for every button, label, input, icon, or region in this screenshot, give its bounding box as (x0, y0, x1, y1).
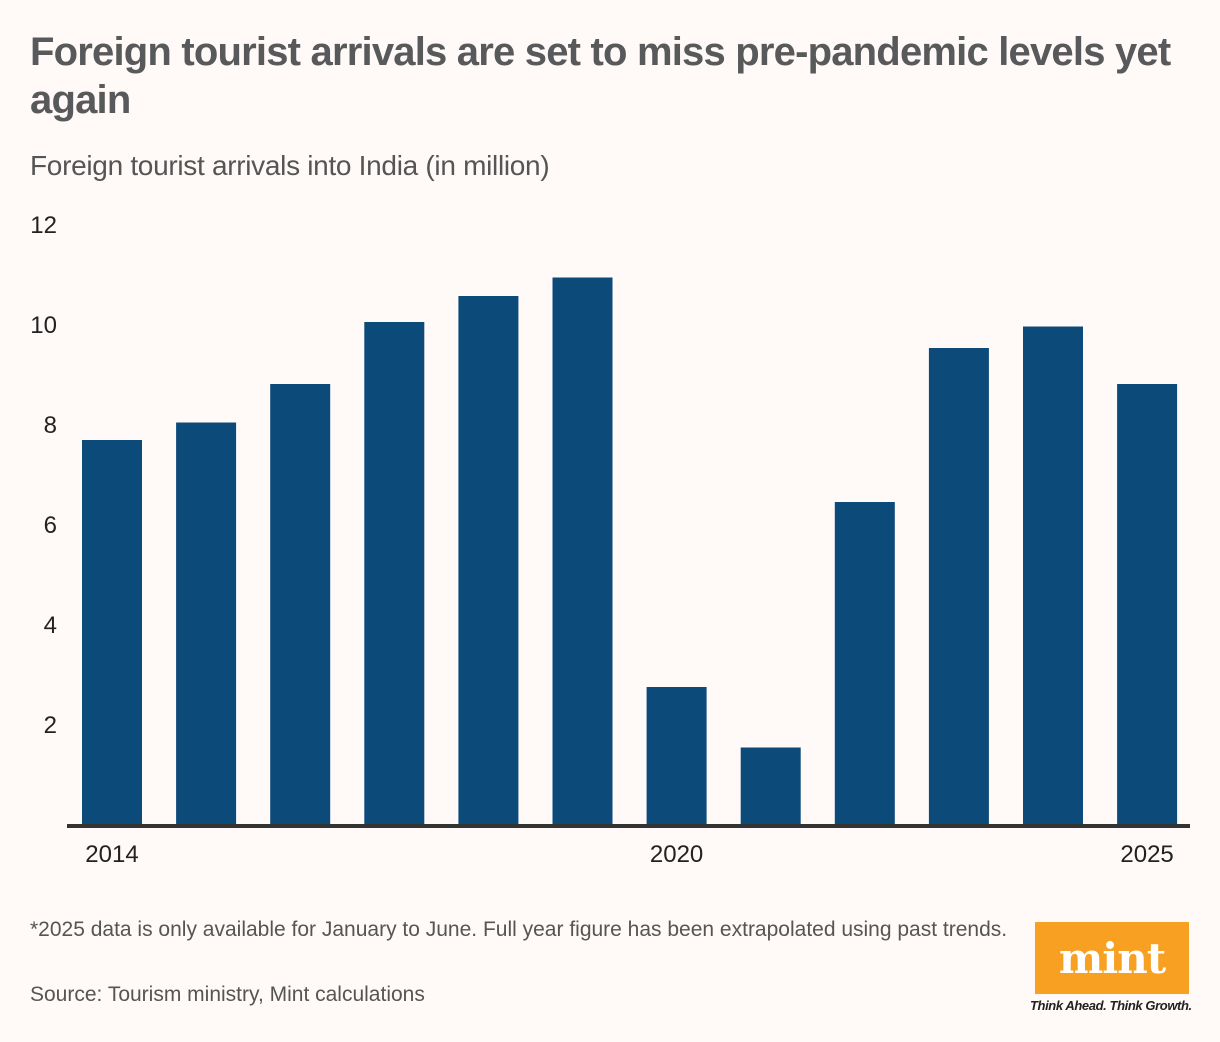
bar-2021 (740, 747, 801, 824)
bar-2018 (458, 296, 519, 824)
bar-2024 (1023, 326, 1083, 824)
x-tick-label: 2025 (1120, 841, 1173, 868)
bar-2025 (1117, 384, 1178, 824)
bar-2016 (270, 384, 331, 824)
y-tick-label: 4 (44, 612, 57, 639)
bar-chart: 2 4 6 8 10 12 2014 2020 2025 (30, 212, 1190, 868)
x-tick-label: 2020 (650, 841, 703, 868)
y-axis-ticks: 2 4 6 8 10 12 (30, 212, 57, 739)
y-tick-label: 12 (30, 212, 57, 239)
y-tick-label: 2 (44, 712, 57, 739)
x-axis-ticks: 2014 2020 2025 (85, 841, 1173, 868)
x-tick-label: 2014 (85, 841, 138, 868)
chart-title: Foreign tourist arrivals are set to miss… (30, 30, 1171, 122)
y-tick-label: 10 (30, 312, 57, 339)
bar-2017 (364, 322, 425, 824)
source-note: Source: Tourism ministry, Mint calculati… (30, 983, 425, 1006)
y-tick-label: 6 (44, 512, 57, 539)
bars (82, 277, 1178, 824)
bar-2015 (176, 422, 237, 824)
logo-tagline: Think Ahead. Think Growth. (1030, 998, 1192, 1013)
logo-text: mint (1058, 933, 1166, 983)
footnote: *2025 data is only available for January… (30, 918, 1008, 941)
bar-2022 (834, 502, 895, 824)
bar-2023 (928, 348, 989, 824)
y-tick-label: 8 (44, 412, 57, 439)
mint-logo: mint (1035, 922, 1189, 994)
bar-2019 (552, 277, 613, 824)
bar-2020 (646, 687, 707, 824)
bar-2014 (82, 440, 142, 824)
chart-subtitle: Foreign tourist arrivals into India (in … (30, 150, 550, 181)
